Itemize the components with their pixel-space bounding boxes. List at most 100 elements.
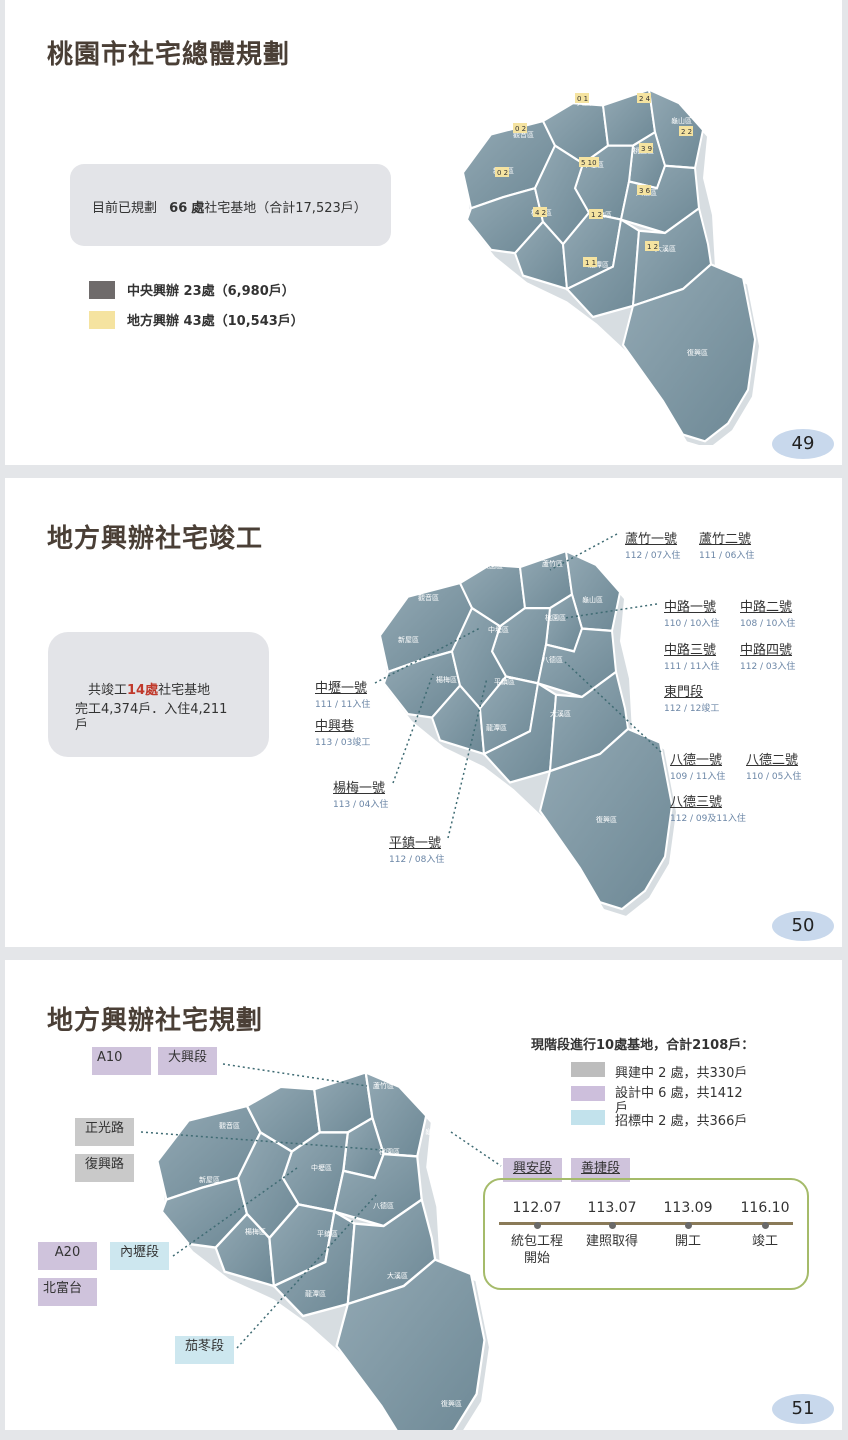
district-label: 新屋區: [199, 1175, 220, 1184]
summary-line-3: 戶: [75, 718, 89, 733]
tag-neili: 內壢段: [110, 1242, 169, 1270]
site-zhongxing: 中興巷 113 / 03竣工: [315, 719, 371, 748]
district-label: 蘆竹區: [633, 78, 654, 87]
district-label: 觀音區: [418, 593, 439, 602]
count-tag: 0 2: [497, 169, 508, 177]
summary-line-2: 完工4,374戶．入住4,211: [75, 702, 228, 717]
count-tag: 1 2: [591, 211, 602, 219]
count-tag: 1 2: [647, 243, 658, 251]
taoyuan-map: 大園區 蘆竹區 觀音區 龜山區 桃園區 中壢區 新屋區 八德區 楊梅區 平鎮區 …: [378, 549, 678, 918]
district-label: 桃園區: [545, 613, 566, 622]
district-label: 龍潭區: [486, 723, 507, 732]
site-bade-1: 八德一號 109 / 11入住: [670, 753, 726, 782]
status-design: 設計中 6 處，共1412戶: [571, 1086, 755, 1116]
timeline-dot: [608, 1222, 616, 1229]
district-label: 龜山區: [582, 595, 603, 604]
count-tag: 1 1: [585, 259, 596, 267]
timeline-point: 116.10 竣工: [740, 1200, 790, 1249]
tag-beifutai: 北富台: [38, 1278, 97, 1306]
tag-daxing: 大興段: [158, 1047, 217, 1075]
tag-jiadong: 茄苳段: [175, 1336, 234, 1364]
district-label: 大園區: [295, 1081, 316, 1090]
timeline-dot: [533, 1222, 541, 1229]
timeline-point: 113.09 開工: [663, 1200, 713, 1249]
count-tag: 0 1: [577, 95, 588, 103]
count-tag: 2 2: [681, 128, 692, 136]
district-label: 桃園區: [379, 1147, 400, 1156]
district-label: 中壢區: [488, 625, 509, 634]
district-label: 大溪區: [387, 1271, 408, 1280]
timeline-point: 113.07 建照取得: [585, 1200, 638, 1249]
site-zhonglu-3: 中路三號 111 / 11入住: [664, 643, 720, 672]
slide-title: 地方興辦社宅竣工: [47, 524, 264, 554]
slide-51: 地方興辦社宅規劃 大園區 蘆竹區 觀音區 龜山區 桃園區 中壢區 新屋區 八德區…: [5, 960, 842, 1430]
page-number: 50: [772, 911, 834, 941]
legend-swatch: [89, 280, 115, 299]
site-pingzhen-1: 平鎮一號 112 / 08入住: [389, 836, 445, 865]
site-luzhu-2: 蘆竹二號 111 / 06入住: [699, 532, 755, 561]
district-label: 龍潭區: [305, 1289, 326, 1298]
district-label: 八德區: [542, 655, 563, 664]
site-zhonglu-4: 中路四號 112 / 03入住: [740, 643, 796, 672]
district-label: 大園區: [482, 561, 503, 570]
site-zhonglu-1: 中路一號 110 / 10入住: [664, 600, 720, 629]
leader-lines: [140, 1063, 502, 1349]
count-tag: 4 2: [535, 209, 546, 217]
status-tender: 招標中 2 處，共366戶: [571, 1110, 747, 1129]
district-label: 八德區: [373, 1201, 394, 1210]
district-label: 復興區: [687, 348, 708, 357]
timeline-bar: [499, 1222, 793, 1225]
district-label: 中壢區: [311, 1163, 332, 1172]
status-swatch: [571, 1086, 605, 1101]
tag-fuxing-road: 復興路: [75, 1154, 134, 1182]
count-tag: 3 6: [639, 187, 651, 195]
count-tag: 0 2: [515, 125, 526, 133]
summary-line-1: 共竣工14處社宅基地: [88, 683, 211, 698]
status-swatch: [571, 1062, 605, 1077]
district-label: 龜山區: [671, 116, 692, 125]
district-label: 觀音區: [219, 1121, 240, 1130]
slide-50: 地方興辦社宅竣工 共竣工14處社宅基地 完工4,374戶．入住4,211 戶 大…: [5, 478, 842, 947]
district-label: 復興區: [441, 1399, 462, 1408]
taoyuan-map: 大園區 蘆竹區 觀音區 龜山區 桃園區 中壢區 新屋區 八德區 楊梅區 平鎮區 …: [461, 78, 761, 445]
timeline-dot: [684, 1222, 692, 1229]
tag-zhengguang: 正光路: [75, 1118, 134, 1146]
district-label: 龍潭區: [588, 260, 609, 269]
summary-text: 目前已規劃 66 處社宅基地（合計17,523戶）: [92, 201, 367, 216]
district-label: 大溪區: [550, 709, 571, 718]
site-bade-2: 八德二號 110 / 05入住: [746, 753, 802, 782]
summary-box: 共竣工14處社宅基地 完工4,374戶．入住4,211 戶: [48, 632, 269, 757]
district-label: 觀音區: [513, 130, 534, 139]
taoyuan-map: 大園區 蘆竹區 觀音區 龜山區 桃園區 中壢區 新屋區 八德區 楊梅區 平鎮區 …: [156, 1071, 491, 1430]
district-label: 龜山區: [425, 1127, 446, 1136]
leader-lines: [374, 533, 662, 839]
timeline-dot: [761, 1222, 769, 1229]
timeline-point: 112.07 統包工程開始: [510, 1200, 563, 1266]
district-label: 蘆竹區: [542, 559, 563, 568]
legend-local: 地方興辦 43處（10,543戶）: [89, 310, 304, 329]
site-dongmen: 東門段 112 / 12竣工: [664, 685, 720, 714]
slide-title: 桃園市社宅總體規劃: [47, 40, 291, 70]
summary-box: 目前已規劃 66 處社宅基地（合計17,523戶）: [70, 164, 391, 246]
count-tag: 5 10: [581, 159, 597, 167]
count-tag: 2 4: [639, 95, 651, 103]
tag-a10: A10: [92, 1047, 151, 1075]
district-label: 平鎮區: [494, 677, 515, 686]
status-title: 現階段進行10處基地，合計2108戶：: [531, 1038, 755, 1053]
district-label: 大溪區: [655, 244, 676, 253]
site-zhonglu-2: 中路二號 108 / 10入住: [740, 600, 796, 629]
status-building: 興建中 2 處，共330戶: [571, 1062, 747, 1081]
site-luzhu-1: 蘆竹一號 112 / 07入住: [625, 532, 681, 561]
legend-central: 中央興辦 23處（6,980戶）: [89, 280, 295, 299]
site-zhongli-1: 中壢一號 111 / 11入住: [315, 681, 371, 710]
timeline: 112.07 統包工程開始 113.07 建照取得 113.09 開工 116.10 竣…: [483, 1178, 809, 1290]
district-label: 平鎮區: [317, 1229, 338, 1238]
tag-a20: A20: [38, 1242, 97, 1270]
status-swatch: [571, 1110, 605, 1125]
page-number: 49: [772, 429, 834, 459]
district-label: 蘆竹區: [373, 1081, 394, 1090]
district-label: 復興區: [596, 815, 617, 824]
slide-title: 地方興辦社宅規劃: [47, 1006, 264, 1036]
district-label: 楊梅區: [245, 1227, 266, 1236]
page-number: 51: [772, 1394, 834, 1424]
